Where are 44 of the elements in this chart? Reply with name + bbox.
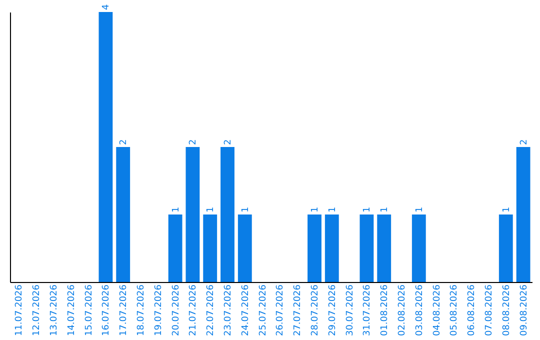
- data-label: 1: [502, 206, 512, 212]
- data-label: 1: [240, 206, 251, 212]
- x-tick-label: 19.07.2026: [154, 284, 164, 336]
- x-tick-label: 02.08.2026: [398, 284, 408, 336]
- data-label: 1: [380, 206, 390, 212]
- x-tick-label: 08.08.2026: [502, 284, 512, 336]
- x-tick-label: 31.07.2026: [362, 284, 373, 336]
- data-label: 2: [224, 139, 234, 145]
- x-tick-label: 22.07.2026: [206, 284, 216, 336]
- x-tick-label: 05.08.2026: [450, 284, 460, 336]
- x-tick-label: 25.07.2026: [258, 284, 268, 336]
- data-label: 1: [362, 206, 373, 212]
- x-tick-label: 12.07.2026: [32, 284, 42, 336]
- x-tick-label: 15.07.2026: [84, 284, 94, 336]
- x-tick-label: 30.07.2026: [345, 284, 356, 336]
- x-tick-label: 24.07.2026: [240, 284, 251, 336]
- data-label: 1: [328, 206, 338, 212]
- x-tick-label: 27.07.2026: [293, 284, 304, 336]
- x-tick-label: 21.07.2026: [188, 284, 199, 336]
- x-tick-label: 16.07.2026: [102, 284, 112, 336]
- x-tick-label: 09.08.2026: [519, 284, 530, 336]
- x-tick-label: 23.07.2026: [224, 284, 234, 336]
- x-tick-label: 26.07.2026: [276, 284, 286, 336]
- data-label: 1: [171, 206, 182, 212]
- data-label: 2: [519, 139, 530, 145]
- x-tick-label: 04.08.2026: [432, 284, 442, 336]
- data-label: 1: [206, 206, 216, 212]
- x-tick-label: 06.08.2026: [467, 284, 478, 336]
- data-label: 4: [102, 4, 112, 10]
- data-label: 2: [119, 139, 130, 145]
- data-label: 1: [310, 206, 320, 212]
- x-tick-label: 20.07.2026: [171, 284, 182, 336]
- x-tick-label: 14.07.2026: [66, 284, 77, 336]
- x-tick-label: 28.07.2026: [310, 284, 320, 336]
- x-tick-label: 03.08.2026: [414, 284, 425, 336]
- x-tick-label: 13.07.2026: [50, 284, 60, 336]
- x-tick-label: 17.07.2026: [119, 284, 130, 336]
- x-tick-label: 29.07.2026: [328, 284, 338, 336]
- data-label: 1: [414, 206, 425, 212]
- x-tick-label: 01.08.2026: [380, 284, 390, 336]
- x-tick-label: 18.07.2026: [136, 284, 146, 336]
- x-tick-label: 07.08.2026: [484, 284, 494, 336]
- data-label: 2: [188, 139, 199, 145]
- x-tick-label: 11.07.2026: [14, 284, 25, 336]
